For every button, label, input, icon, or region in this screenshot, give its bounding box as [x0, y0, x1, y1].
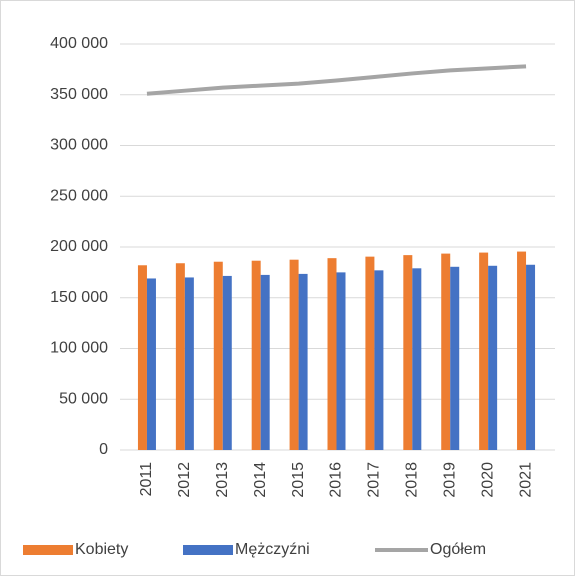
y-tick-label: 350 000 — [50, 86, 108, 103]
chart-border — [0, 0, 575, 576]
bar — [403, 255, 413, 450]
y-tick-label: 250 000 — [50, 187, 108, 204]
x-tick-label: 2015 — [290, 462, 307, 498]
x-tick-label: 2014 — [252, 462, 269, 498]
bar — [146, 278, 156, 450]
bar — [365, 256, 375, 450]
legend-swatch — [23, 545, 73, 555]
y-tick-label: 0 — [99, 441, 108, 458]
y-tick-label: 50 000 — [59, 390, 108, 407]
bar — [251, 260, 261, 450]
bar — [213, 261, 223, 450]
x-tick-label: 2021 — [517, 462, 534, 498]
bar — [336, 272, 346, 450]
bar — [488, 265, 498, 450]
legend-swatch — [183, 545, 233, 555]
line — [146, 64, 527, 96]
bar — [526, 264, 536, 450]
x-tick-label: 2019 — [441, 462, 458, 498]
x-tick-label: 2018 — [404, 462, 421, 498]
x-tick-label: 2011 — [138, 462, 155, 497]
bar — [374, 270, 384, 450]
x-tick-label: 2017 — [366, 462, 383, 498]
y-tick-label: 200 000 — [50, 238, 108, 255]
bar — [137, 265, 147, 450]
legend-label: Kobiety — [75, 541, 128, 558]
bar — [260, 274, 270, 450]
legend-label: Mężczyźni — [235, 541, 310, 558]
bar — [441, 253, 451, 450]
x-tick-label: 2012 — [176, 462, 193, 498]
legend-label: Ogółem — [430, 541, 486, 558]
y-tick-label: 100 000 — [50, 340, 108, 357]
y-tick-label: 150 000 — [50, 289, 108, 306]
x-tick-label: 2013 — [214, 462, 231, 498]
y-tick-label: 300 000 — [50, 137, 108, 154]
y-tick-label: 400 000 — [50, 35, 108, 52]
bar — [479, 252, 489, 450]
bar — [289, 259, 299, 450]
bar — [517, 251, 527, 450]
bar — [327, 258, 337, 450]
x-tick-label: 2016 — [328, 462, 345, 498]
bar — [222, 275, 232, 450]
bar — [298, 273, 308, 450]
bar — [175, 263, 185, 450]
bar — [450, 266, 460, 450]
bar — [412, 268, 422, 450]
x-tick-label: 2020 — [479, 462, 496, 498]
bar — [184, 277, 194, 450]
